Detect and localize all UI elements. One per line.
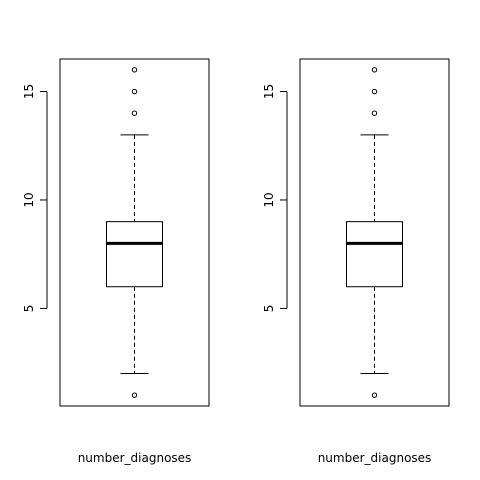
boxplot-panel-1: 5 10 15 number_diagnoses bbox=[22, 59, 209, 465]
iqr-box bbox=[107, 222, 163, 287]
iqr-box bbox=[347, 222, 403, 287]
y-tick-label: 5 bbox=[22, 305, 36, 313]
outlier-point bbox=[132, 393, 136, 397]
y-tick-label: 10 bbox=[22, 192, 36, 207]
outlier-point bbox=[372, 89, 376, 93]
outlier-point bbox=[372, 111, 376, 115]
x-axis-label: number_diagnoses bbox=[78, 451, 192, 465]
outlier-point bbox=[132, 68, 136, 72]
y-tick-label: 15 bbox=[262, 84, 276, 99]
outlier-point bbox=[132, 89, 136, 93]
x-axis-label: number_diagnoses bbox=[318, 451, 432, 465]
boxplot-panel-2: 5 10 15 number_diagnoses bbox=[262, 59, 449, 465]
outlier-point bbox=[372, 393, 376, 397]
outlier-point bbox=[132, 111, 136, 115]
y-tick-label: 5 bbox=[262, 305, 276, 313]
outlier-point bbox=[372, 68, 376, 72]
y-tick-label: 10 bbox=[262, 192, 276, 207]
y-tick-label: 15 bbox=[22, 84, 36, 99]
